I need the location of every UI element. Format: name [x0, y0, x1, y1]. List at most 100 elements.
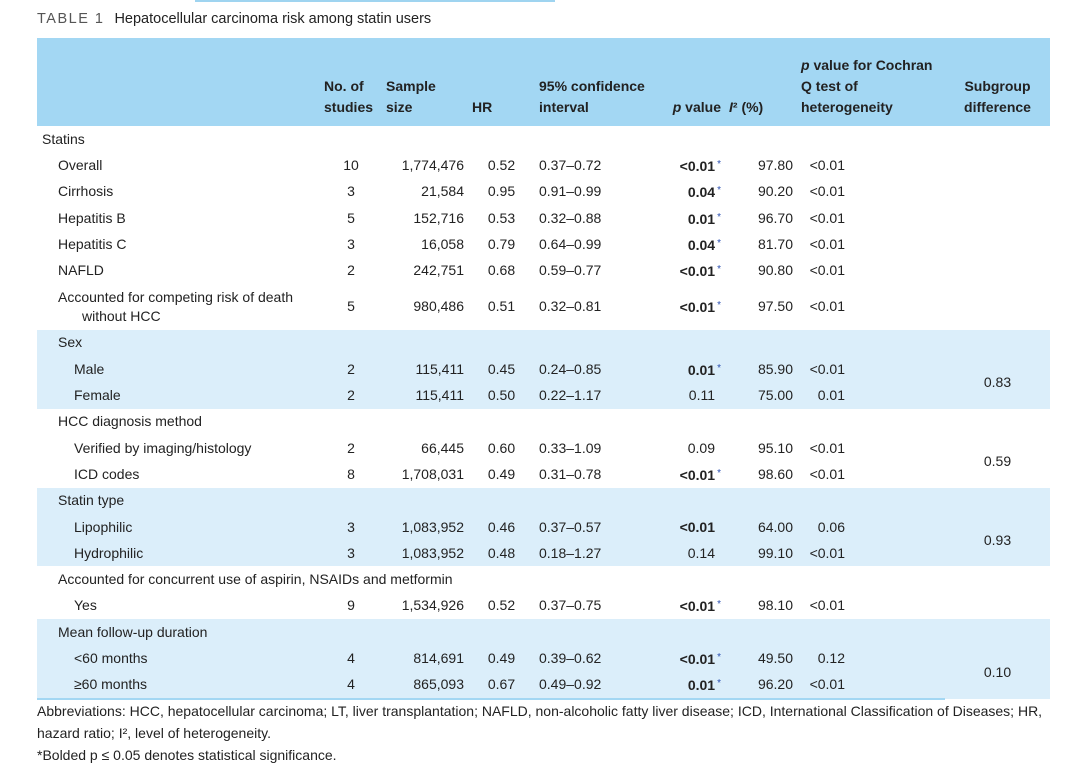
header-cell: Subgroup difference — [945, 38, 1050, 126]
cell-ci: 0.64–0.99 — [539, 235, 602, 252]
cell-hr: 0.48 — [468, 540, 535, 567]
cell-studies: 10 — [343, 156, 359, 173]
cell-i2: 97.50 — [757, 298, 793, 315]
cell-q-p: <0.01 — [809, 597, 845, 614]
p-value-text: 0.01 — [687, 210, 716, 227]
data-row: Accounted for competing risk of death wi… — [37, 284, 1050, 330]
cell-sample-size: 1,708,031 — [401, 465, 464, 482]
data-row: Hepatitis B 5 152,716 0.53 0.32–0.88 0.01 * 96.… — [37, 205, 1050, 231]
cell-p-value: <0.01 * — [665, 257, 725, 283]
row-label: Overall — [58, 156, 103, 173]
caption-title: Hepatocellular carcinoma risk among stat… — [114, 11, 432, 27]
cell-sample-size: 115,411 — [382, 382, 468, 409]
cell-i2: 97.80 — [757, 156, 793, 173]
cell-empty — [945, 257, 1050, 283]
subgroup-title: Statin type — [37, 487, 1050, 514]
cell-empty — [945, 593, 1050, 619]
cell-sample-size: 152,716 — [413, 209, 464, 226]
cell-i2: 96.70 — [757, 209, 793, 226]
significance-mark: * — [717, 264, 721, 276]
data-row: NAFLD 2 242,751 0.68 0.59–0.77 <0.01 * 90.80 <0.… — [37, 257, 1050, 283]
cell-subgroup-difference: 0.59 — [983, 452, 1012, 469]
cell-q-p: <0.01 — [809, 156, 845, 173]
cell-ci: 0.32–0.88 — [539, 209, 602, 226]
cell-subgroup-difference: 0.83 — [945, 356, 1050, 409]
cell-i2: 81.70 — [757, 235, 793, 252]
row-label: Female — [37, 382, 320, 409]
cell-q-p: <0.01 — [797, 540, 945, 567]
p-value-text: <0.01 — [679, 263, 716, 280]
cell-hr: 0.60 — [487, 439, 516, 456]
cell-subgroup-difference: 0.10 — [945, 645, 1050, 699]
cell-hr: 0.45 — [468, 356, 535, 383]
cell-sample-size: 242,751 — [413, 262, 464, 279]
cell-studies: 2 — [320, 382, 382, 409]
cell-ci: 0.37–0.75 — [539, 597, 602, 614]
cell-empty — [945, 284, 1050, 330]
significance-mark: * — [717, 237, 721, 249]
cell-empty — [945, 231, 1050, 257]
cell-q-p: <0.01 — [809, 298, 845, 315]
data-row: ICD codes 8 1,708,031 0.49 0.31–0.78 <0.01 * 98… — [37, 461, 1050, 487]
cell-sample-size: 1,083,952 — [382, 513, 468, 541]
group-row: Statins — [37, 126, 1050, 152]
data-row: ≥60 months 4 865,093 0.67 0.49–0.92 0.01 * 96.2… — [37, 671, 1050, 700]
cell-q-p: 0.12 — [797, 645, 945, 672]
subgroup-title: HCC diagnosis method — [58, 413, 202, 430]
cell-sample-size: 21,584 — [421, 183, 464, 200]
row-label: Hydrophilic — [37, 540, 320, 567]
p-value-text: <0.01 — [679, 466, 716, 483]
cell-sample-size: 1,774,476 — [401, 156, 464, 173]
cell-studies: 3 — [320, 513, 382, 541]
p-value-text: 0.09 — [687, 439, 715, 456]
cell-hr: 0.68 — [487, 262, 516, 279]
cell-studies: 2 — [347, 262, 355, 279]
cell-i2: 75.00 — [725, 382, 797, 409]
cell-studies: 2 — [320, 356, 382, 383]
cell-studies: 3 — [347, 235, 355, 252]
cell-studies: 5 — [347, 298, 355, 315]
significance-mark: * — [717, 678, 721, 690]
cell-p-value: 0.14 — [665, 540, 725, 567]
cell-studies: 4 — [320, 671, 382, 700]
row-label: Cirrhosis — [58, 183, 114, 200]
cell-q-p: <0.01 — [797, 356, 945, 383]
subgroup-row: Statin type — [37, 487, 1050, 514]
row-label: Male — [37, 356, 320, 383]
caption: TABLE 1 Hepatocellular carcinoma risk amo… — [37, 11, 431, 27]
data-row: Hydrophilic 3 1,083,952 0.48 0.18–1.27 0.14 99… — [37, 540, 1050, 567]
cell-hr: 0.46 — [468, 513, 535, 541]
header-cell — [37, 38, 320, 126]
cell-studies: 5 — [347, 209, 355, 226]
cell-sample-size: 980,486 — [413, 298, 464, 315]
cell-q-p: <0.01 — [809, 439, 845, 456]
header-row: No. of studies Sample size HR 95% confidenc… — [37, 38, 1050, 126]
group-label: Statins — [42, 130, 85, 147]
p-value-text: 0.01 — [687, 677, 716, 694]
cell-p-value: 0.11 — [665, 382, 725, 409]
cell-hr: 0.52 — [487, 597, 516, 614]
cell-ci: 0.31–0.78 — [539, 465, 602, 482]
row-label: Lipophilic — [37, 513, 320, 541]
cell-p-value: 0.09 — [665, 435, 725, 461]
cell-q-p: <0.01 — [809, 183, 845, 200]
cell-ci: 0.33–1.09 — [539, 439, 602, 456]
data-row: <60 months 4 814,691 0.49 0.39–0.62 <0.01 * 49.… — [37, 645, 1050, 699]
significance-mark: * — [717, 467, 721, 479]
header-cell: HR — [468, 38, 535, 126]
cell-empty — [945, 179, 1050, 205]
p-value-text: <0.01 — [679, 650, 716, 667]
footnotes: Abbreviations: HCC, hepatocellular carci… — [37, 700, 1057, 766]
significance-mark: * — [717, 211, 721, 223]
row-label: Hepatitis C — [58, 235, 127, 252]
row-label: <60 months — [37, 645, 320, 672]
header-cell: p value for Cochran Q test of heterogene… — [797, 38, 945, 126]
significance-mark: * — [717, 185, 721, 197]
cell-ci: 0.91–0.99 — [539, 183, 602, 200]
cell-studies: 9 — [347, 597, 355, 614]
data-row: Lipophilic 3 1,083,952 0.46 0.37–0.57 <0.01 64… — [37, 513, 1050, 567]
cell-ci: 0.18–1.27 — [535, 540, 665, 567]
cell-ci: 0.37–0.57 — [535, 513, 665, 541]
cell-p-value: <0.01 * — [665, 284, 725, 330]
cell-sample-size: 66,445 — [421, 439, 464, 456]
